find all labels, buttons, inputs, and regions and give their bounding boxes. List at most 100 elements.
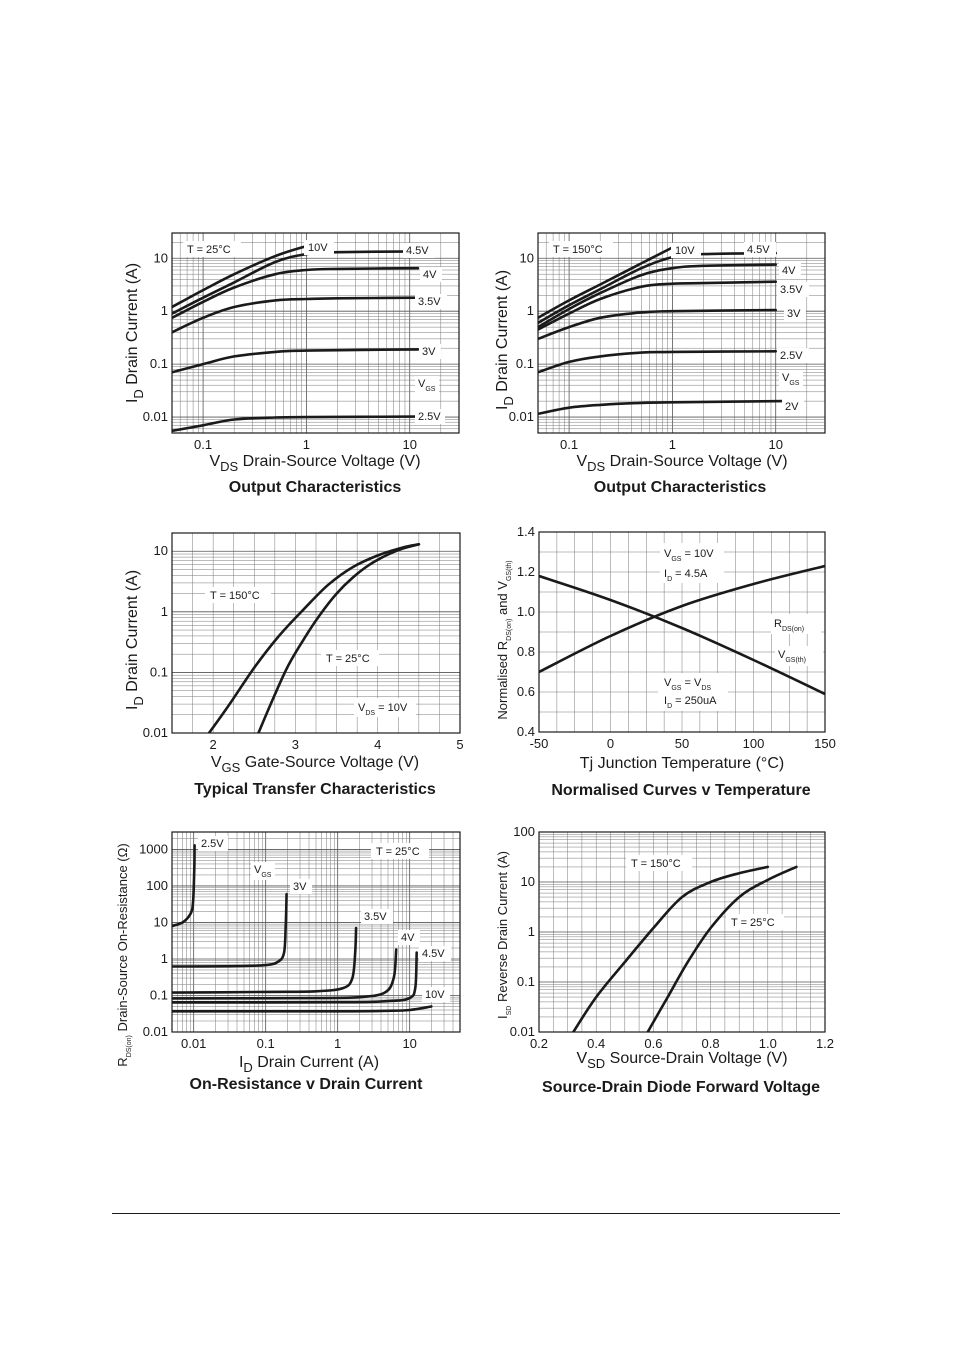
chart-title: Output Characteristics <box>229 479 402 496</box>
series-curve-1 <box>172 250 420 315</box>
y-axis-label: Normalised RDS(on) and VGS(th) <box>495 560 513 719</box>
y-axis-label: ISD Reverse Drain Current (A) <box>495 851 513 1019</box>
chart-source-drain-diode: 0.2 0.4 0.6 0.8 1.0 1.2 0.01 0.1 1 10 100 T = 150°… <box>495 824 834 1096</box>
x-axis-label: Tj Junction Temperature (°C) <box>580 755 784 772</box>
y-tick-label: 0.1 <box>516 356 534 371</box>
param-label: VGS <box>782 372 800 387</box>
series-label-vgsth: VGS(th) <box>778 649 806 664</box>
x-tick-label: 10 <box>768 437 782 452</box>
series-curve-2 <box>538 263 777 329</box>
chart-output-characteristics-150c: 0.1 1 10 0.01 0.1 1 10 T = 150°C 10V 4.5V 4V 3… <box>494 232 826 496</box>
plot-frame <box>538 531 826 733</box>
series-curve-3 <box>538 280 777 331</box>
y-tick-label: 1 <box>527 303 534 318</box>
series-label-3v: 3V <box>293 881 307 893</box>
series-curve-6 <box>538 399 786 416</box>
x-tick-label: 1.0 <box>759 1036 777 1051</box>
y-tick-label: 10 <box>521 874 535 889</box>
y-tick-label: 1.4 <box>517 524 535 539</box>
series-curve-3 <box>172 948 398 1000</box>
x-tick-label: 0.8 <box>702 1036 720 1051</box>
plot-frame <box>171 831 461 1033</box>
series-curve-0 <box>539 564 825 674</box>
y-tick-label: 100 <box>513 824 535 839</box>
y-axis-label: ID Drain Current (A) <box>494 270 516 410</box>
series-label-10v: 10V <box>425 989 445 1001</box>
y-tick-label: 0.4 <box>517 724 535 739</box>
y-tick-label: 0.01 <box>510 1024 535 1039</box>
y-tick-label: 0.01 <box>143 725 168 740</box>
x-tick-label: 0.2 <box>530 1036 548 1051</box>
series-label-4-5v: 4.5V <box>747 244 770 256</box>
series-curve-5 <box>538 350 777 374</box>
y-tick-label: 1 <box>161 951 168 966</box>
series-curve-5 <box>172 415 420 433</box>
series-curve-2 <box>172 926 358 994</box>
x-tick-label: -50 <box>530 736 549 751</box>
y-tick-label: 0.1 <box>150 664 168 679</box>
plot-frame <box>171 532 461 734</box>
series-label-25c: T = 25°C <box>326 653 370 665</box>
series-curve-4 <box>538 308 777 341</box>
x-tick-label: 1 <box>669 437 676 452</box>
series-label-3-5v: 3.5V <box>364 911 387 923</box>
param-label: VGS <box>254 864 272 879</box>
series-label-3v: 3V <box>422 346 436 358</box>
series-label-4-5v: 4.5V <box>406 245 429 257</box>
series-label-3-5v: 3.5V <box>418 296 441 308</box>
x-tick-label: 0 <box>607 736 614 751</box>
x-tick-label: 10 <box>402 437 416 452</box>
x-tick-label: 0.1 <box>257 1036 275 1051</box>
y-tick-label: 0.1 <box>517 974 535 989</box>
y-tick-label: 1.2 <box>517 564 535 579</box>
x-axis-label: VDS Drain-Source Voltage (V) <box>209 453 420 474</box>
series-curve-0 <box>172 844 196 928</box>
series-label-150c: T = 150°C <box>210 590 260 602</box>
y-tick-label: 1 <box>161 604 168 619</box>
y-tick-label: 10 <box>154 914 168 929</box>
chart-title: On-Resistance v Drain Current <box>190 1076 424 1093</box>
y-tick-label: 1.0 <box>517 604 535 619</box>
y-tick-label: 10 <box>154 543 168 558</box>
chart-output-characteristics-25c: 0.1 1 10 0.01 0.1 1 10 T = 25°C 10V 4.5V 4V 3.… <box>124 232 460 496</box>
x-tick-label: 50 <box>675 736 689 751</box>
series-curve-1 <box>538 251 777 325</box>
series-label-3v: 3V <box>787 308 801 320</box>
y-tick-label: 0.1 <box>150 987 168 1002</box>
y-tick-label: 1 <box>161 303 168 318</box>
param-label: VGS <box>418 378 436 393</box>
condition-id-250ua: ID = 250uA <box>664 695 717 710</box>
x-tick-label: 100 <box>743 736 765 751</box>
y-tick-label: 1000 <box>139 841 168 856</box>
y-tick-label: 0.01 <box>143 409 168 424</box>
condition-label: T = 25°C <box>376 846 420 858</box>
x-tick-label: 0.1 <box>194 437 212 452</box>
y-tick-label: 0.1 <box>150 356 168 371</box>
x-axis-label: ID Drain Current (A) <box>239 1054 379 1075</box>
x-tick-label: 1 <box>334 1036 341 1051</box>
series-label-2v: 2V <box>785 401 799 413</box>
plot-frame <box>538 831 826 1033</box>
series-label-2-5v: 2.5V <box>418 411 441 423</box>
y-axis-label: ID Drain Current (A) <box>124 263 146 403</box>
chart-title: Output Characteristics <box>594 479 767 496</box>
x-tick-label: 1 <box>303 437 310 452</box>
x-tick-label: 10 <box>402 1036 416 1051</box>
y-tick-label: 0.01 <box>143 1024 168 1039</box>
series-curve-0 <box>172 244 308 309</box>
x-tick-label: 0.1 <box>560 437 578 452</box>
series-curve-1 <box>257 543 421 733</box>
series-curve-5 <box>172 1005 433 1013</box>
series-label-3-5v: 3.5V <box>780 284 803 296</box>
series-curve-4 <box>172 951 418 1004</box>
series-curve-3 <box>172 296 420 334</box>
series-label-4v: 4V <box>782 265 796 277</box>
condition-label: T = 150°C <box>553 244 603 256</box>
x-tick-label: 0.6 <box>644 1036 662 1051</box>
series-curve-0 <box>538 246 674 320</box>
chart-on-resistance-drain-current: 0.01 0.1 1 10 0.01 0.1 1 10 100 1000 T = 25°C 2.5… <box>115 831 461 1093</box>
y-tick-label: 1 <box>528 924 535 939</box>
condition-id-4-5a: ID = 4.5A <box>664 568 708 583</box>
series-label-25c: T = 25°C <box>731 917 775 929</box>
